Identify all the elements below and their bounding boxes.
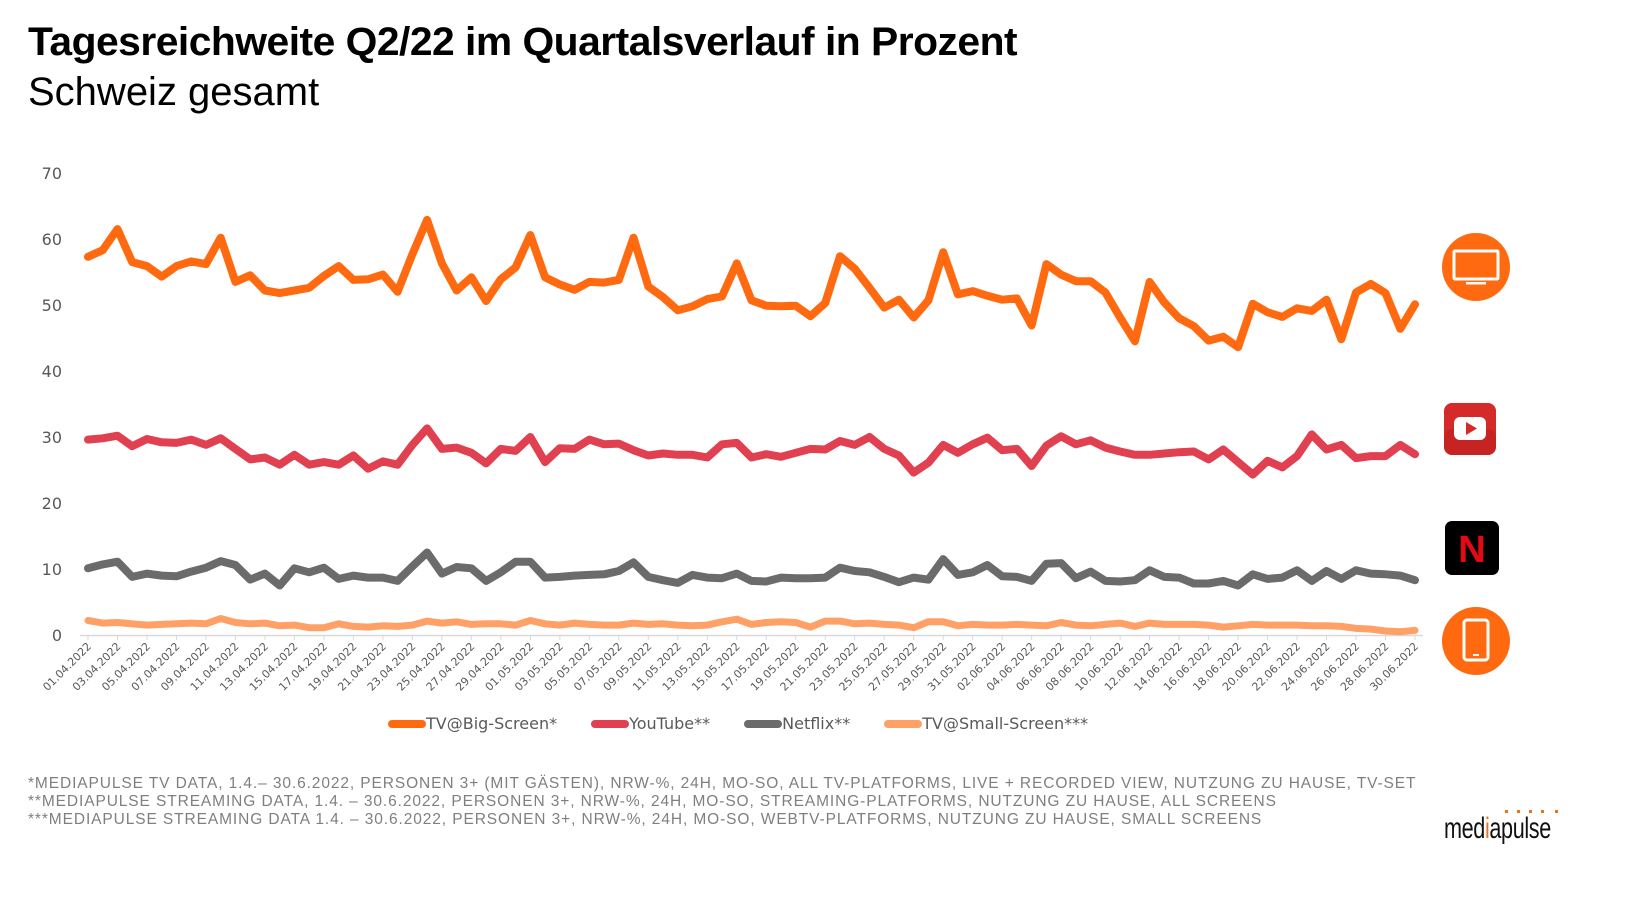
y-tick-label: 0 — [52, 626, 62, 645]
legend-label: YouTube** — [629, 714, 711, 733]
series-line-tv-big-screen — [84, 215, 1419, 352]
legend-item-tv-big-screen[interactable]: TV@Big-Screen* — [388, 714, 557, 733]
mediapulse-logo: mediapulse — [1444, 812, 1551, 846]
youtube-icon — [1444, 403, 1496, 455]
legend-item-youtube[interactable]: YouTube** — [591, 714, 710, 733]
chart-subtitle: Schweiz gesamt — [28, 70, 320, 114]
y-tick-label: 60 — [42, 230, 62, 249]
logo-part1: med — [1444, 812, 1485, 845]
footnote-streaming-data: **MEDIAPULSE STREAMING DATA, 1.4. – 30.6… — [28, 793, 1277, 810]
y-tick-label: 40 — [42, 362, 62, 381]
y-tick-label: 70 — [42, 164, 62, 183]
legend-swatch — [744, 719, 783, 728]
legend-swatch — [591, 719, 630, 728]
logo-accent: i — [1484, 812, 1490, 845]
y-tick-label: 10 — [42, 560, 62, 579]
y-tick-label: 20 — [42, 494, 62, 513]
legend-label: TV@Big-Screen* — [426, 714, 558, 733]
series-line-youtube — [84, 424, 1419, 479]
y-axis: 0 10 20 30 40 50 60 70 — [42, 164, 62, 645]
netflix-letter: N — [1458, 529, 1485, 571]
series-layer — [84, 215, 1419, 636]
y-tick-label: 50 — [42, 296, 62, 315]
series-line-tv-small-screen — [84, 615, 1419, 636]
footnote-webtv-data: ***MEDIAPULSE STREAMING DATA 1.4. – 30.6… — [28, 811, 1263, 828]
series-line-netflix — [84, 548, 1419, 590]
tv-icon — [1442, 233, 1510, 301]
legend-label: TV@Small-Screen*** — [922, 714, 1089, 733]
x-axis: 01.04.202203.04.202205.04.202207.04.2022… — [40, 634, 1423, 694]
legend-label: Netflix** — [782, 714, 851, 733]
chart-legend: TV@Big-Screen* YouTube** Netflix** TV@Sm… — [388, 714, 1088, 733]
legend-swatch — [884, 719, 923, 728]
y-tick-label: 30 — [42, 428, 62, 447]
footnotes: *MEDIAPULSE TV DATA, 1.4.– 30.6.2022, PE… — [28, 775, 1416, 829]
netflix-icon: N — [1445, 521, 1499, 575]
logo-part2: apulse — [1489, 812, 1551, 845]
legend-swatch — [388, 719, 426, 728]
logo-dots — [1505, 810, 1558, 813]
footnote-tv-data: *MEDIAPULSE TV DATA, 1.4.– 30.6.2022, PE… — [28, 775, 1417, 792]
chart-title: Tagesreichweite Q2/22 im Quartalsverlauf… — [28, 20, 1018, 64]
legend-item-netflix[interactable]: Netflix** — [744, 714, 850, 733]
legend-item-tv-small-screen[interactable]: TV@Small-Screen*** — [884, 714, 1088, 733]
tablet-icon — [1442, 607, 1510, 675]
